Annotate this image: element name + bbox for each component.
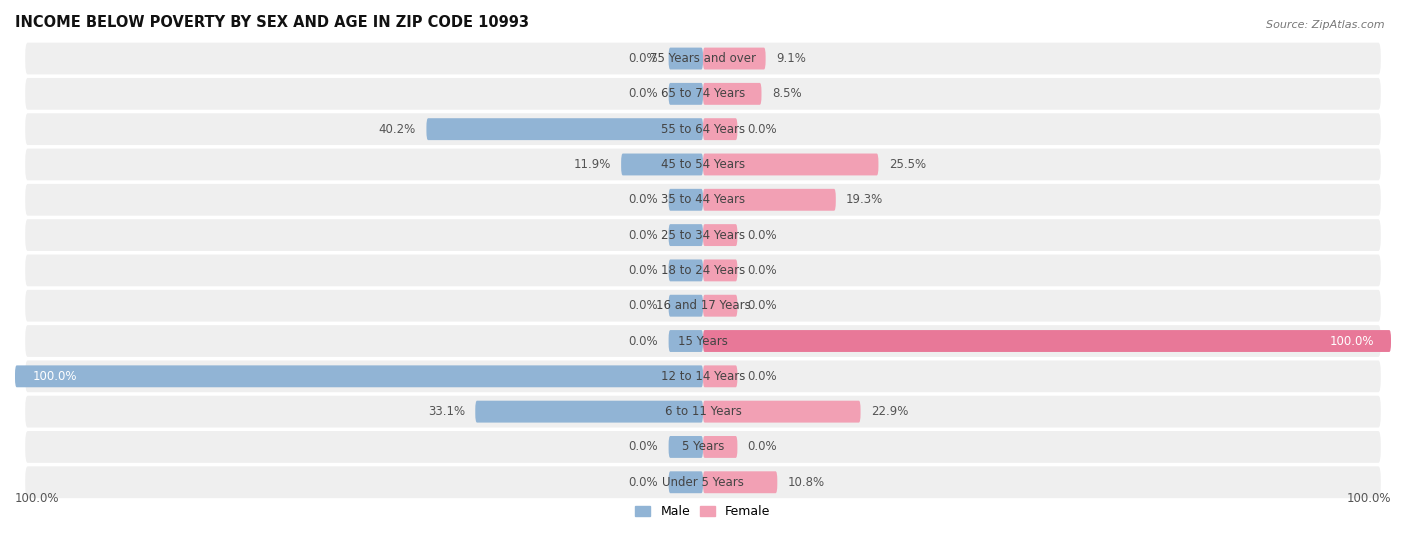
FancyBboxPatch shape: [669, 471, 703, 493]
FancyBboxPatch shape: [669, 330, 703, 352]
FancyBboxPatch shape: [25, 149, 1381, 181]
FancyBboxPatch shape: [703, 471, 778, 493]
FancyBboxPatch shape: [703, 295, 737, 316]
Text: 6 to 11 Years: 6 to 11 Years: [665, 405, 741, 418]
Text: 0.0%: 0.0%: [628, 52, 658, 65]
FancyBboxPatch shape: [25, 290, 1381, 321]
Text: 33.1%: 33.1%: [427, 405, 465, 418]
Text: 18 to 24 Years: 18 to 24 Years: [661, 264, 745, 277]
FancyBboxPatch shape: [703, 401, 860, 423]
Text: 100.0%: 100.0%: [32, 370, 77, 383]
FancyBboxPatch shape: [25, 396, 1381, 428]
Text: 0.0%: 0.0%: [748, 122, 778, 136]
Legend: Male, Female: Male, Female: [630, 500, 776, 523]
FancyBboxPatch shape: [25, 466, 1381, 498]
FancyBboxPatch shape: [703, 189, 835, 211]
FancyBboxPatch shape: [475, 401, 703, 423]
FancyBboxPatch shape: [15, 366, 703, 387]
FancyBboxPatch shape: [669, 189, 703, 211]
FancyBboxPatch shape: [25, 219, 1381, 251]
FancyBboxPatch shape: [25, 78, 1381, 110]
Text: 11.9%: 11.9%: [574, 158, 610, 171]
FancyBboxPatch shape: [25, 361, 1381, 392]
Text: 0.0%: 0.0%: [748, 370, 778, 383]
Text: 100.0%: 100.0%: [15, 492, 59, 505]
Text: 5 Years: 5 Years: [682, 440, 724, 453]
FancyBboxPatch shape: [25, 184, 1381, 216]
Text: 10.8%: 10.8%: [787, 476, 825, 489]
FancyBboxPatch shape: [703, 154, 879, 176]
FancyBboxPatch shape: [703, 224, 737, 246]
FancyBboxPatch shape: [669, 48, 703, 69]
Text: 45 to 54 Years: 45 to 54 Years: [661, 158, 745, 171]
Text: Source: ZipAtlas.com: Source: ZipAtlas.com: [1267, 20, 1385, 30]
FancyBboxPatch shape: [703, 118, 737, 140]
FancyBboxPatch shape: [426, 118, 703, 140]
Text: 0.0%: 0.0%: [628, 193, 658, 206]
FancyBboxPatch shape: [621, 154, 703, 176]
Text: 22.9%: 22.9%: [870, 405, 908, 418]
Text: 0.0%: 0.0%: [628, 229, 658, 241]
FancyBboxPatch shape: [25, 431, 1381, 463]
Text: 75 Years and over: 75 Years and over: [650, 52, 756, 65]
FancyBboxPatch shape: [669, 436, 703, 458]
FancyBboxPatch shape: [25, 254, 1381, 286]
FancyBboxPatch shape: [703, 48, 766, 69]
Text: 40.2%: 40.2%: [378, 122, 416, 136]
Text: 0.0%: 0.0%: [628, 299, 658, 312]
Text: 0.0%: 0.0%: [748, 229, 778, 241]
Text: Under 5 Years: Under 5 Years: [662, 476, 744, 489]
FancyBboxPatch shape: [25, 325, 1381, 357]
Text: 0.0%: 0.0%: [748, 264, 778, 277]
Text: 0.0%: 0.0%: [628, 264, 658, 277]
Text: 9.1%: 9.1%: [776, 52, 806, 65]
Text: 19.3%: 19.3%: [846, 193, 883, 206]
Text: 0.0%: 0.0%: [628, 440, 658, 453]
FancyBboxPatch shape: [669, 83, 703, 105]
Text: 65 to 74 Years: 65 to 74 Years: [661, 87, 745, 101]
Text: 0.0%: 0.0%: [628, 87, 658, 101]
FancyBboxPatch shape: [703, 83, 762, 105]
Text: 25.5%: 25.5%: [889, 158, 927, 171]
Text: 12 to 14 Years: 12 to 14 Years: [661, 370, 745, 383]
Text: 15 Years: 15 Years: [678, 334, 728, 348]
FancyBboxPatch shape: [669, 224, 703, 246]
Text: 16 and 17 Years: 16 and 17 Years: [655, 299, 751, 312]
Text: 25 to 34 Years: 25 to 34 Years: [661, 229, 745, 241]
Text: 8.5%: 8.5%: [772, 87, 801, 101]
Text: 0.0%: 0.0%: [628, 334, 658, 348]
Text: INCOME BELOW POVERTY BY SEX AND AGE IN ZIP CODE 10993: INCOME BELOW POVERTY BY SEX AND AGE IN Z…: [15, 15, 529, 30]
Text: 0.0%: 0.0%: [748, 299, 778, 312]
Text: 35 to 44 Years: 35 to 44 Years: [661, 193, 745, 206]
Text: 55 to 64 Years: 55 to 64 Years: [661, 122, 745, 136]
FancyBboxPatch shape: [669, 259, 703, 281]
FancyBboxPatch shape: [25, 113, 1381, 145]
Text: 100.0%: 100.0%: [1347, 492, 1391, 505]
FancyBboxPatch shape: [25, 42, 1381, 74]
FancyBboxPatch shape: [703, 436, 737, 458]
Text: 0.0%: 0.0%: [628, 476, 658, 489]
FancyBboxPatch shape: [703, 366, 737, 387]
FancyBboxPatch shape: [703, 259, 737, 281]
FancyBboxPatch shape: [669, 295, 703, 316]
Text: 100.0%: 100.0%: [1329, 334, 1374, 348]
FancyBboxPatch shape: [703, 330, 1391, 352]
Text: 0.0%: 0.0%: [748, 440, 778, 453]
